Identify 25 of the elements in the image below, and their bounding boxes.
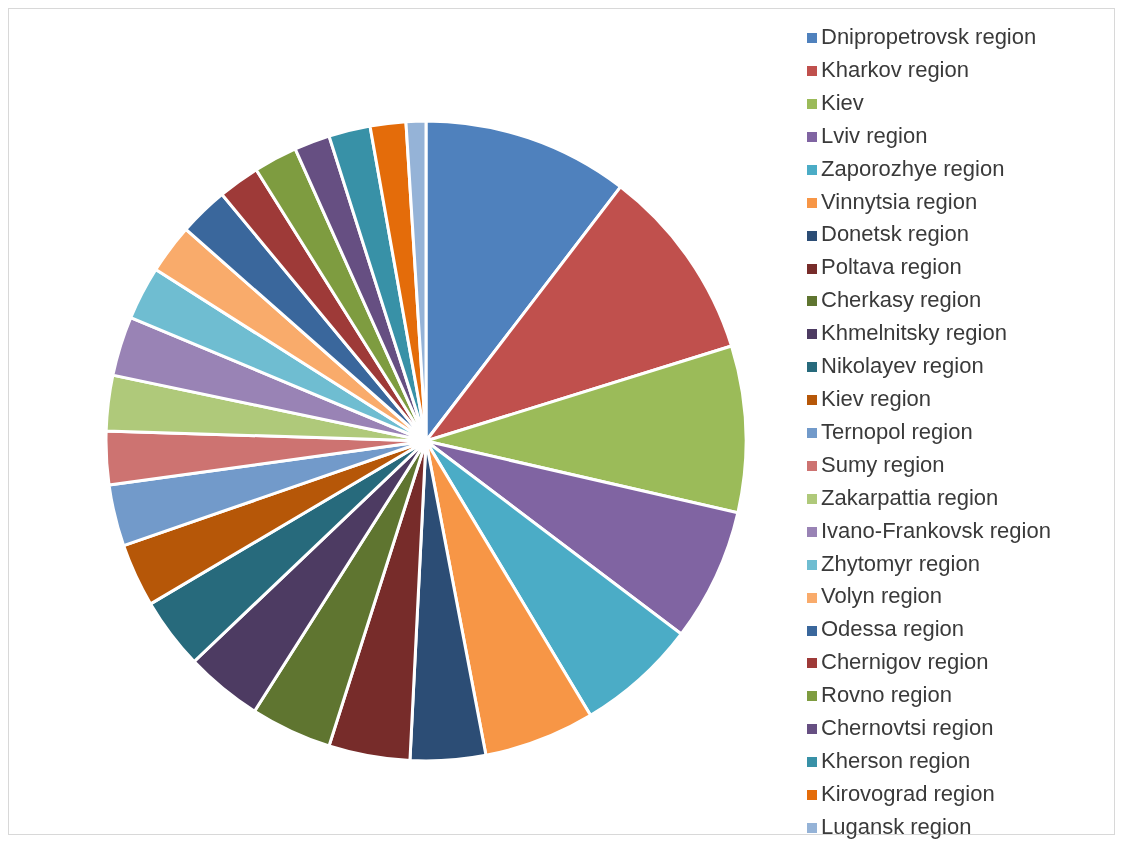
legend-label: Zaporozhye region [821,155,1005,181]
legend-label: Zhytomyr region [821,550,980,576]
legend-label: Zakarpattia region [821,484,999,510]
legend-label: Lviv region [821,122,928,148]
legend-label: Ivano-Frankovsk region [821,517,1051,543]
legend-label: Lugansk region [821,813,972,839]
legend-label: Vinnytsia region [821,188,978,214]
legend-label: Donetsk region [821,221,969,247]
legend-label: Poltava region [821,254,962,280]
legend-label: Kiev [821,89,864,115]
legend-label: Kiev region [821,385,932,411]
legend-label: Nikolayev region [821,353,984,379]
legend-label: Rovno region [821,682,952,708]
legend-label: Kherson region [821,747,971,773]
legend-label: Ternopol region [821,418,973,444]
legend-label: Volyn region [821,583,943,609]
legend-label: Kirovograd region [821,780,995,806]
legend-label: Kharkov region [821,56,969,82]
legend-label: Chernovtsi region [821,715,994,741]
legend-label: Cherkasy region [821,287,982,313]
legend-label: Khmelnitsky region [821,320,1007,346]
legend-label: Dnipropetrovsk region [821,24,1037,49]
legend-label: Sumy region [821,451,945,477]
legend-label: Chernigov region [821,649,989,675]
legend-label: Odessa region [821,616,965,642]
